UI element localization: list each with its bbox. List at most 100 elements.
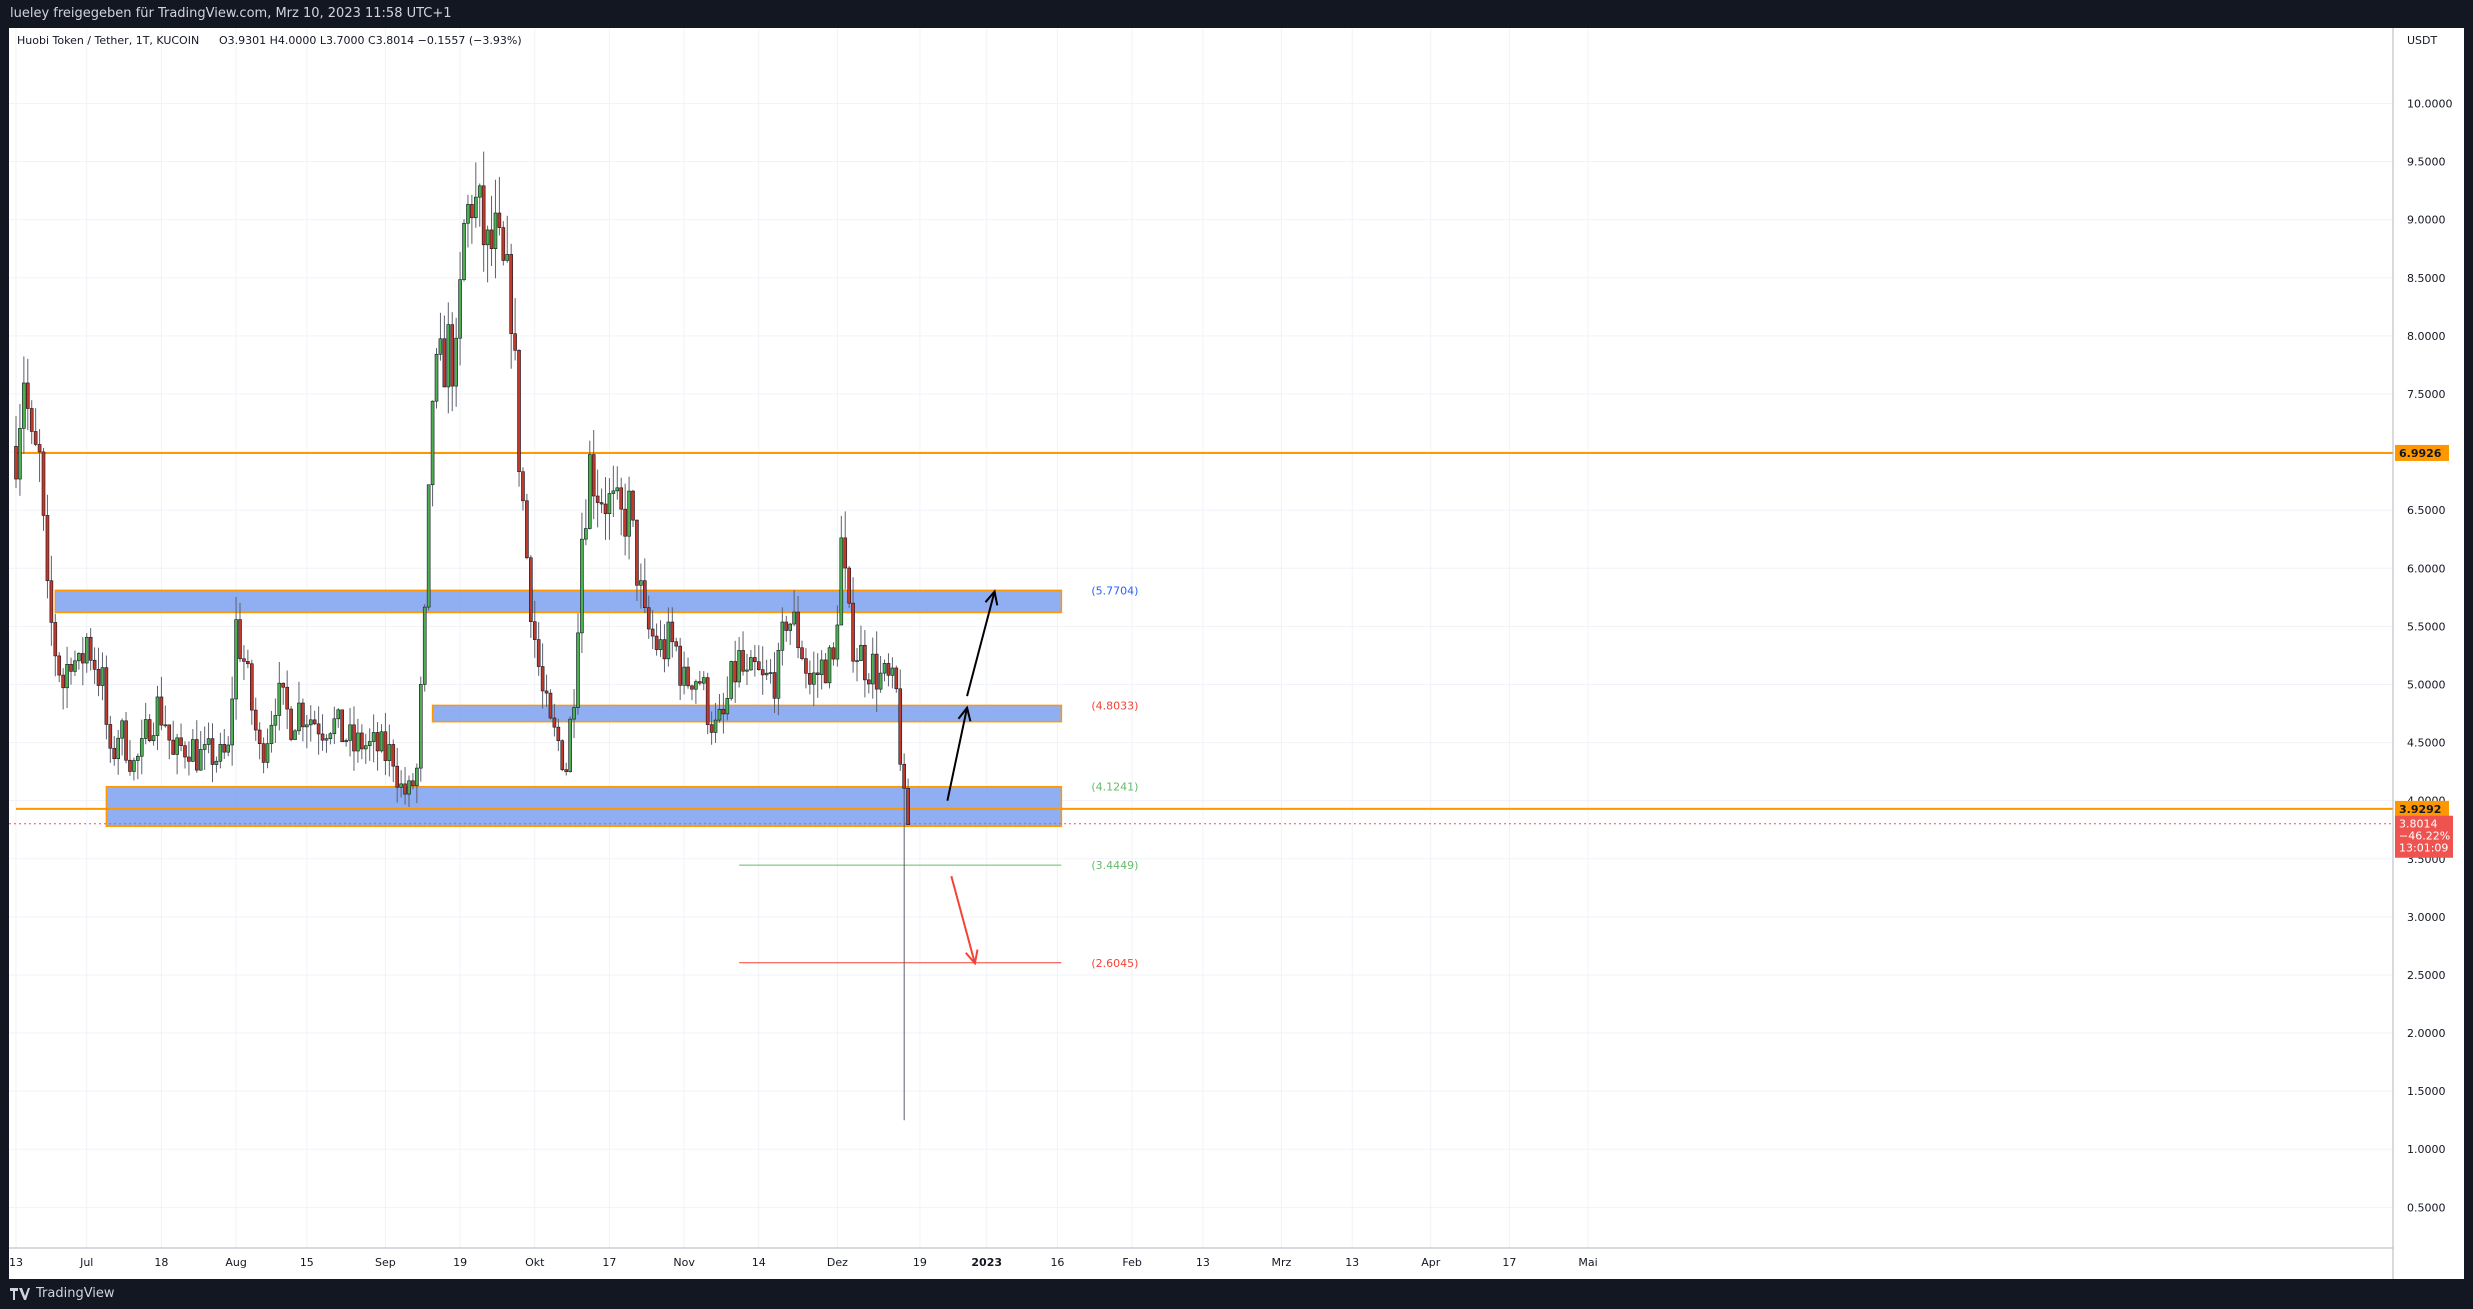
candle-body: [438, 338, 443, 355]
candle-body: [363, 745, 368, 750]
candle-body: [501, 227, 506, 261]
candle-body: [187, 756, 191, 762]
price-axis-tag-text: 6.9926: [2399, 447, 2442, 460]
candle-body: [650, 628, 655, 637]
candle-body: [285, 686, 289, 710]
candle-body: [642, 580, 647, 608]
chart-frame[interactable]: (5.7704) (4.8033) (4.1241) (3.4449) (2.6045…: [9, 28, 2464, 1279]
price-tick-label: 8.0000: [2407, 330, 2446, 343]
candle-body: [96, 669, 101, 686]
price-tick-label: 9.0000: [2407, 214, 2446, 227]
candle-body: [607, 493, 612, 515]
candle-body: [859, 644, 863, 661]
candle-body: [25, 382, 30, 409]
candle-body: [819, 659, 824, 675]
candle-body: [741, 650, 745, 672]
candle-body: [753, 657, 757, 663]
candle-body: [611, 490, 616, 494]
candle-body: [128, 759, 132, 772]
candle-body: [293, 730, 297, 740]
candle-body: [827, 647, 832, 684]
candle-body: [69, 664, 73, 672]
candle-body: [124, 720, 128, 761]
last-price-tag-text: −46.22%: [2399, 830, 2450, 843]
candle-body: [462, 222, 466, 280]
price-tick-label: 6.5000: [2407, 504, 2446, 517]
candle-body: [474, 196, 478, 219]
candle-body: [882, 663, 887, 674]
line-label: (2.6045): [1091, 957, 1138, 970]
candle-body: [297, 702, 301, 732]
time-tick-label: 18: [154, 1256, 168, 1269]
candle-body: [560, 740, 565, 770]
candle-body: [756, 661, 761, 670]
candle-body: [222, 744, 227, 753]
candle-body: [906, 787, 910, 825]
candle-body: [489, 229, 494, 249]
candle-body: [694, 681, 698, 690]
last-price-tag-text: 13:01:09: [2399, 842, 2448, 855]
candle-body: [198, 749, 203, 771]
candle-body: [328, 733, 333, 739]
candle-body: [572, 707, 576, 720]
candle-body: [631, 490, 635, 521]
candle-body: [800, 647, 804, 659]
candle-body: [415, 767, 419, 787]
candle-body: [670, 621, 675, 643]
candle-body: [18, 428, 22, 480]
candle-body: [407, 780, 411, 795]
candle-body: [529, 557, 533, 622]
price-tick-label: 2.5000: [2407, 969, 2446, 982]
candle-body: [623, 508, 627, 537]
candle-body: [104, 667, 109, 725]
candle-body: [391, 744, 396, 767]
price-tick-label: 5.0000: [2407, 678, 2446, 691]
candle-body: [214, 760, 219, 765]
candle-body: [411, 780, 415, 787]
candle-body: [399, 783, 403, 788]
price-axis-tag: [2395, 800, 2449, 817]
support-zone: [54, 589, 1063, 614]
candle-body: [45, 515, 50, 582]
candle-body: [73, 660, 77, 672]
tradingview-logo[interactable]: TradingView: [10, 1286, 115, 1301]
candle-body: [898, 688, 903, 765]
candle-body: [477, 185, 482, 198]
candle-body: [874, 653, 879, 690]
candle-body: [595, 495, 600, 503]
candle-body: [37, 444, 42, 453]
price-tick-label: 0.5000: [2407, 1201, 2446, 1214]
candle-body: [890, 667, 895, 676]
candle-body: [584, 528, 588, 540]
candle-body: [788, 623, 793, 631]
candle-body: [210, 738, 215, 765]
share-header: lueley freigegeben für TradingView.com, …: [0, 0, 2473, 28]
candle-body: [442, 338, 447, 388]
candle-body: [305, 724, 309, 728]
candle-body: [639, 580, 643, 586]
candle-body: [548, 692, 553, 719]
candle-body: [120, 720, 124, 739]
candle-body: [466, 204, 470, 224]
price-tick-label: 5.5000: [2407, 620, 2446, 633]
candle-body: [521, 471, 525, 502]
candle-body: [316, 723, 321, 735]
time-tick-label: 2023: [971, 1256, 1002, 1269]
candle-body: [151, 735, 156, 742]
arrow-head: [984, 589, 999, 606]
candle-body: [855, 660, 859, 662]
candle-body: [678, 645, 682, 686]
candle-body: [218, 744, 223, 762]
candle-body: [234, 619, 238, 700]
last-price-tag: [2395, 815, 2453, 858]
candle-body: [352, 724, 356, 752]
candle-body: [662, 639, 667, 660]
candle-body: [709, 724, 714, 733]
time-tick-label: 17: [602, 1256, 616, 1269]
chart-legend-title: Huobi Token / Tether, 1T, KUCOIN: [17, 34, 199, 47]
price-chart[interactable]: (5.7704) (4.8033) (4.1241) (3.4449) (2.6045…: [9, 28, 2464, 1279]
candle-body: [886, 663, 891, 676]
candle-body: [14, 445, 18, 480]
candle-body: [811, 672, 816, 685]
candle-body: [375, 732, 380, 752]
